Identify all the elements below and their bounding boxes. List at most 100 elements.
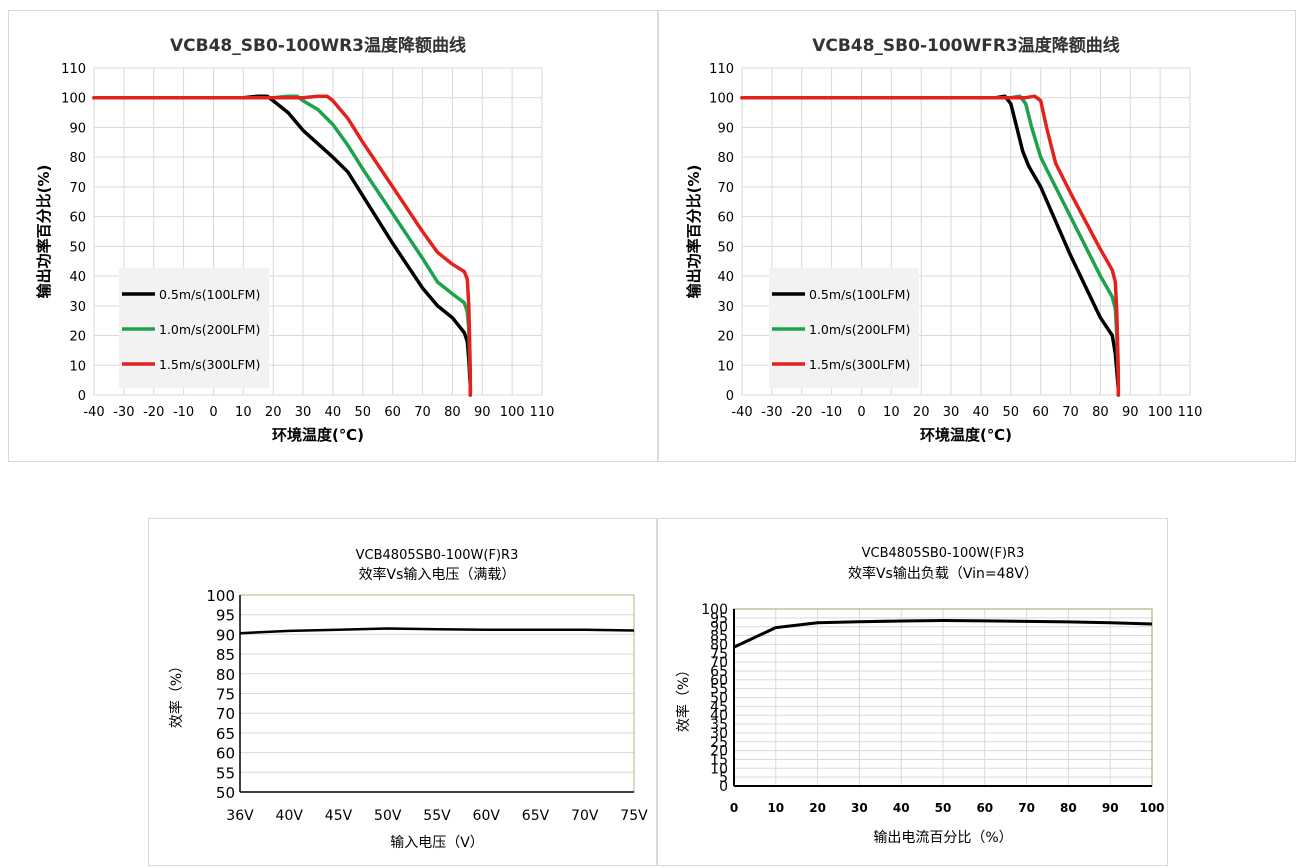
x-tick-label: 110 [530, 405, 555, 420]
y-tick-label: 30 [69, 300, 86, 315]
x-tick-label: 60 [384, 405, 401, 420]
x-tick-label: 10 [883, 405, 900, 420]
y-tick-label: 90 [710, 620, 728, 636]
y-tick-label: 70 [69, 181, 86, 196]
x-tick-label: 40 [973, 405, 990, 420]
series-line [92, 94, 473, 397]
y-tick-label: 60 [710, 673, 728, 689]
x-tick-label: 55V [423, 808, 451, 824]
y-tick-label: 65 [216, 725, 235, 743]
y-axis-label: 输出功率百分比(%) [685, 165, 703, 299]
y-tick-label: 50 [710, 691, 728, 707]
y-tick-label: 110 [709, 62, 734, 77]
y-tick-label: 90 [717, 121, 734, 136]
y-tick-label: 35 [710, 717, 728, 733]
x-tick-label: -20 [143, 405, 164, 420]
x-tick-label: 50V [374, 808, 402, 824]
legend-label: 1.5m/s(300LFM) [159, 357, 260, 372]
y-tick-label: 100 [61, 92, 86, 107]
x-tick-label: -40 [731, 405, 752, 420]
y-tick-label: 70 [216, 705, 235, 723]
chart-svg: VCB48_SB0-100WR3温度降额曲线 0 10 20 30 40 50 60 70 80 9… [35, 35, 555, 444]
x-tick-label: 100 [500, 405, 525, 420]
x-tick-label: 0 [730, 801, 738, 815]
y-tick-label: 60 [216, 745, 235, 763]
y-tick-label: 30 [710, 726, 728, 742]
chart-svg: VCB4805SB0-100W(F)R3效率Vs输出负载（Vin=48V）051… [675, 546, 1165, 846]
y-tick-label: 110 [61, 62, 86, 77]
x-tick-label: -40 [83, 405, 104, 420]
y-tick-label: 20 [69, 330, 86, 345]
chart-svg: VCB48_SB0-100WFR3温度降额曲线 0 10 20 30 40 50 60 70 80… [685, 35, 1203, 444]
derating-chart-wfr3: VCB48_SB0-100WFR3温度降额曲线 0 10 20 30 40 50 60 70 80… [658, 10, 1296, 462]
legend-label: 1.0m/s(200LFM) [159, 322, 260, 337]
x-tick-label: 50 [355, 405, 372, 420]
series-line [239, 627, 635, 635]
x-tick-label: 80 [1092, 405, 1109, 420]
x-tick-label: 70 [1018, 801, 1035, 815]
y-tick-label: 80 [717, 151, 734, 166]
y-axis-label: 效率（%） [675, 663, 692, 732]
y-tick-label: 90 [69, 121, 86, 136]
x-tick-label: 90 [474, 405, 491, 420]
y-tick-label: 75 [216, 686, 235, 704]
x-tick-label: -10 [173, 405, 194, 420]
derating-chart-wr3: VCB48_SB0-100WR3温度降额曲线 0 10 20 30 40 50 60 70 80 9… [8, 10, 658, 462]
efficiency-vs-load-chart: VCB4805SB0-100W(F)R3 效率Vs输出负载（Vin=48V） 0 5 1… [657, 518, 1168, 866]
y-tick-label: 80 [69, 151, 86, 166]
x-tick-label: 80 [444, 405, 461, 420]
legend-label: 0.5m/s(100LFM) [159, 287, 260, 302]
series-line [733, 619, 1153, 649]
x-axis-label: 输出电流百分比（%） [873, 830, 1012, 846]
y-tick-label: 0 [78, 389, 86, 404]
x-tick-label: 65V [522, 808, 550, 824]
chart-title: VCB4805SB0-100W(F)R3 [356, 548, 519, 563]
x-tick-label: 20 [809, 801, 826, 815]
x-tick-label: 30 [851, 801, 868, 815]
y-tick-label: 95 [710, 611, 728, 627]
chart-title: VCB48_SB0-100WR3温度降额曲线 [170, 35, 466, 56]
x-tick-label: 70V [571, 808, 599, 824]
x-tick-label: 50 [935, 801, 952, 815]
y-tick-label: 95 [216, 607, 235, 625]
y-tick-label: 45 [710, 699, 728, 715]
y-tick-label: 10 [717, 359, 734, 374]
y-tick-label: 10 [69, 359, 86, 374]
y-axis-label: 输出功率百分比(%) [35, 165, 53, 299]
x-tick-label: 70 [1062, 405, 1079, 420]
y-tick-label: 15 [710, 752, 728, 768]
x-tick-label: 110 [1178, 405, 1203, 420]
x-tick-label: 75V [620, 808, 648, 824]
x-tick-label: 30 [295, 405, 312, 420]
x-tick-label: 36V [226, 808, 254, 824]
y-tick-label: 30 [717, 300, 734, 315]
y-tick-label: 75 [710, 646, 728, 662]
y-tick-label: 100 [701, 602, 728, 618]
y-tick-label: 80 [216, 666, 235, 684]
x-axis-label: 环境温度(℃) [272, 426, 364, 444]
x-tick-label: 0 [209, 405, 217, 420]
x-tick-label: -30 [113, 405, 134, 420]
chart-subtitle: 效率Vs输入电压（满载） [359, 566, 516, 583]
y-tick-label: 60 [69, 211, 86, 226]
x-tick-label: -20 [791, 405, 812, 420]
y-tick-label: 70 [717, 181, 734, 196]
y-axis-label: 效率（%） [168, 659, 185, 728]
y-tick-label: 40 [69, 270, 86, 285]
y-tick-label: 100 [709, 92, 734, 107]
x-tick-label: -30 [761, 405, 782, 420]
x-tick-label: 90 [1102, 801, 1119, 815]
y-tick-label: 50 [717, 240, 734, 255]
x-axis-label: 输入电压（V） [390, 835, 484, 851]
x-tick-label: 40 [325, 405, 342, 420]
y-tick-label: 85 [216, 646, 235, 664]
x-tick-label: 60V [473, 808, 501, 824]
y-tick-label: 60 [717, 211, 734, 226]
y-tick-label: 50 [216, 784, 235, 802]
x-tick-label: 100 [1148, 405, 1173, 420]
y-tick-label: 0 [719, 779, 728, 795]
y-tick-label: 65 [710, 664, 728, 680]
y-tick-label: 55 [710, 682, 728, 698]
x-tick-label: 100 [1139, 801, 1164, 815]
efficiency-vs-input-voltage-chart: VCB4805SB0-100W(F)R3 效率Vs输入电压（满载） 50 55 60 65… [148, 518, 657, 866]
